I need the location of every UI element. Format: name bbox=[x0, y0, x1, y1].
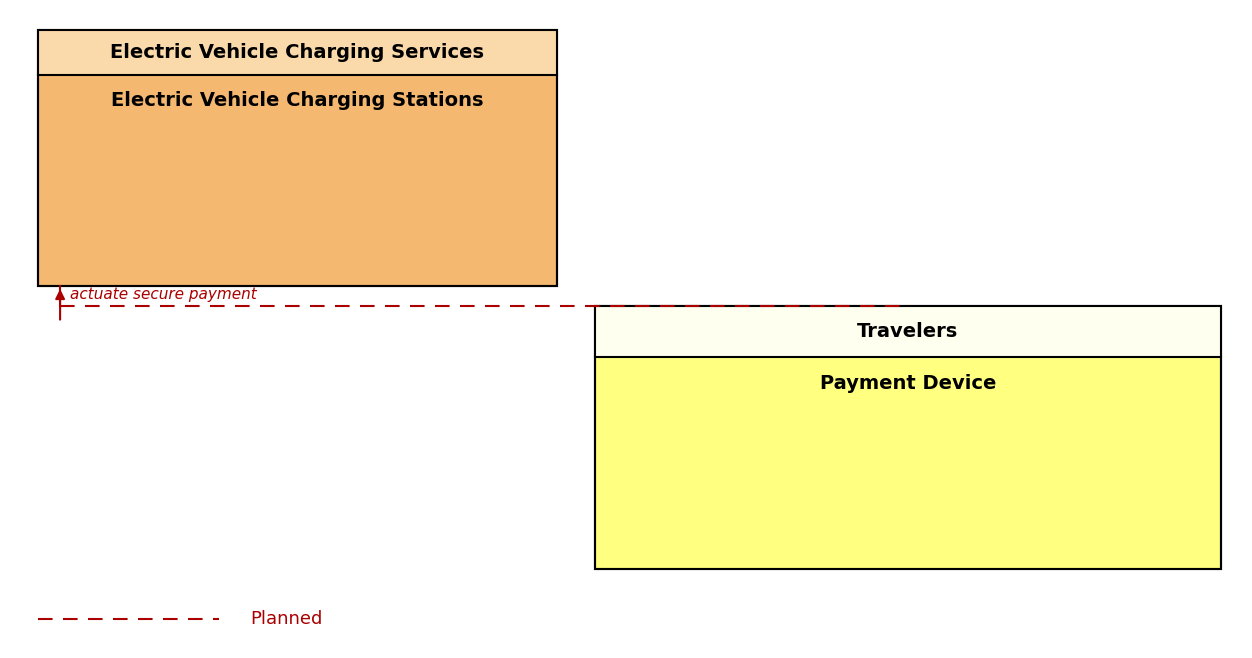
Bar bbox=[38, 30, 557, 74]
Text: Payment Device: Payment Device bbox=[820, 374, 995, 393]
Bar bbox=[595, 306, 1221, 357]
Bar bbox=[595, 306, 1221, 569]
Text: Electric Vehicle Charging Stations: Electric Vehicle Charging Stations bbox=[111, 91, 483, 110]
Bar bbox=[38, 30, 557, 286]
Text: Electric Vehicle Charging Services: Electric Vehicle Charging Services bbox=[110, 43, 485, 62]
Bar bbox=[595, 306, 1221, 569]
Text: Travelers: Travelers bbox=[858, 322, 958, 341]
Bar bbox=[38, 30, 557, 286]
Text: Planned: Planned bbox=[250, 609, 323, 628]
Text: actuate secure payment: actuate secure payment bbox=[70, 287, 257, 302]
